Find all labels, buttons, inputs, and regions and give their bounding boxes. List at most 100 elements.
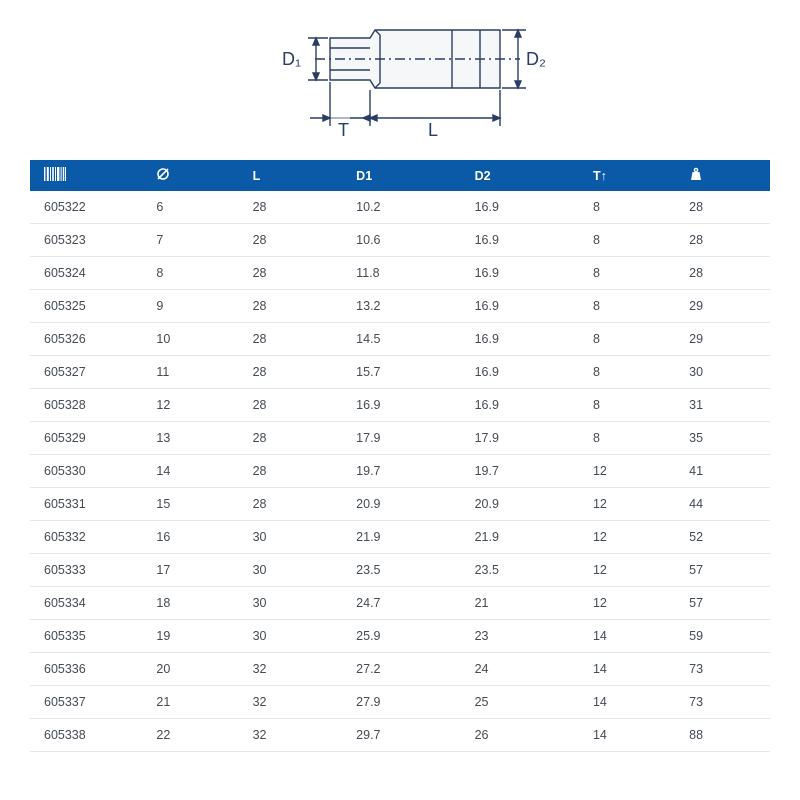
table-row: 60532482811.816.9828 <box>30 257 770 290</box>
cell-t: 8 <box>585 191 681 224</box>
cell-code: 605326 <box>30 323 148 356</box>
table-row: 605331152820.920.91244 <box>30 488 770 521</box>
column-header-weight <box>681 160 770 191</box>
cell-l: 28 <box>245 488 349 521</box>
cell-t: 14 <box>585 686 681 719</box>
cell-weight: 59 <box>681 620 770 653</box>
cell-code: 605329 <box>30 422 148 455</box>
cell-weight: 73 <box>681 686 770 719</box>
spec-table: LD1D2T↑ 60532262810.216.982860532372810.… <box>30 160 770 752</box>
table-row: 605326102814.516.9829 <box>30 323 770 356</box>
cell-d1: 23.5 <box>348 554 466 587</box>
cell-size: 8 <box>148 257 244 290</box>
cell-t: 12 <box>585 521 681 554</box>
cell-l: 32 <box>245 686 349 719</box>
cell-size: 21 <box>148 686 244 719</box>
cell-d1: 24.7 <box>348 587 466 620</box>
cell-weight: 31 <box>681 389 770 422</box>
cell-l: 28 <box>245 191 349 224</box>
column-header-d1: D1 <box>348 160 466 191</box>
cell-d1: 17.9 <box>348 422 466 455</box>
table-row: 605330142819.719.71241 <box>30 455 770 488</box>
table-row: 605328122816.916.9831 <box>30 389 770 422</box>
cell-d2: 21.9 <box>467 521 585 554</box>
column-header-code <box>30 160 148 191</box>
cell-d2: 23 <box>467 620 585 653</box>
cell-size: 16 <box>148 521 244 554</box>
cell-size: 15 <box>148 488 244 521</box>
cell-t: 12 <box>585 488 681 521</box>
cell-d1: 14.5 <box>348 323 466 356</box>
cell-d1: 11.8 <box>348 257 466 290</box>
cell-size: 17 <box>148 554 244 587</box>
cell-t: 8 <box>585 422 681 455</box>
column-header-d2: D2 <box>467 160 585 191</box>
column-header-l: L <box>245 160 349 191</box>
cell-d1: 29.7 <box>348 719 466 752</box>
cell-weight: 57 <box>681 587 770 620</box>
cell-code: 605332 <box>30 521 148 554</box>
table-header: LD1D2T↑ <box>30 160 770 191</box>
cell-weight: 35 <box>681 422 770 455</box>
cell-size: 9 <box>148 290 244 323</box>
cell-d1: 27.9 <box>348 686 466 719</box>
barcode-icon <box>44 170 66 184</box>
cell-l: 28 <box>245 257 349 290</box>
cell-weight: 57 <box>681 554 770 587</box>
cell-code: 605324 <box>30 257 148 290</box>
cell-d2: 19.7 <box>467 455 585 488</box>
cell-l: 28 <box>245 356 349 389</box>
cell-code: 605338 <box>30 719 148 752</box>
cell-l: 28 <box>245 323 349 356</box>
table-row: 605335193025.9231459 <box>30 620 770 653</box>
cell-d2: 16.9 <box>467 389 585 422</box>
cell-t: 12 <box>585 455 681 488</box>
cell-d1: 27.2 <box>348 653 466 686</box>
cell-weight: 28 <box>681 257 770 290</box>
table-row: 605333173023.523.51257 <box>30 554 770 587</box>
cell-l: 28 <box>245 422 349 455</box>
diagram-label-d2: D₂ <box>526 49 546 69</box>
cell-t: 8 <box>585 323 681 356</box>
cell-d1: 10.6 <box>348 224 466 257</box>
cell-code: 605327 <box>30 356 148 389</box>
cell-l: 28 <box>245 290 349 323</box>
cell-size: 13 <box>148 422 244 455</box>
cell-d1: 13.2 <box>348 290 466 323</box>
cell-weight: 88 <box>681 719 770 752</box>
cell-t: 14 <box>585 719 681 752</box>
cell-t: 8 <box>585 356 681 389</box>
cell-l: 28 <box>245 389 349 422</box>
cell-weight: 52 <box>681 521 770 554</box>
table-row: 60532592813.216.9829 <box>30 290 770 323</box>
cell-d1: 20.9 <box>348 488 466 521</box>
cell-d2: 16.9 <box>467 323 585 356</box>
cell-size: 6 <box>148 191 244 224</box>
cell-t: 8 <box>585 290 681 323</box>
cell-d2: 16.9 <box>467 257 585 290</box>
cell-code: 605331 <box>30 488 148 521</box>
cell-t: 14 <box>585 653 681 686</box>
cell-size: 7 <box>148 224 244 257</box>
cell-d1: 16.9 <box>348 389 466 422</box>
cell-size: 22 <box>148 719 244 752</box>
cell-code: 605323 <box>30 224 148 257</box>
cell-l: 32 <box>245 653 349 686</box>
cell-weight: 44 <box>681 488 770 521</box>
cell-l: 30 <box>245 521 349 554</box>
cell-d2: 21 <box>467 587 585 620</box>
cell-d2: 16.9 <box>467 191 585 224</box>
cell-size: 10 <box>148 323 244 356</box>
cell-weight: 29 <box>681 290 770 323</box>
cell-l: 30 <box>245 587 349 620</box>
table-row: 60532262810.216.9828 <box>30 191 770 224</box>
socket-diagram-svg: D₁ D₂ L T <box>220 8 580 158</box>
diagram-label-l: L <box>428 120 438 140</box>
table-row: 605329132817.917.9835 <box>30 422 770 455</box>
table-row: 605338223229.7261488 <box>30 719 770 752</box>
cell-code: 605335 <box>30 620 148 653</box>
cell-t: 8 <box>585 389 681 422</box>
cell-weight: 29 <box>681 323 770 356</box>
cell-size: 20 <box>148 653 244 686</box>
cell-d2: 16.9 <box>467 356 585 389</box>
